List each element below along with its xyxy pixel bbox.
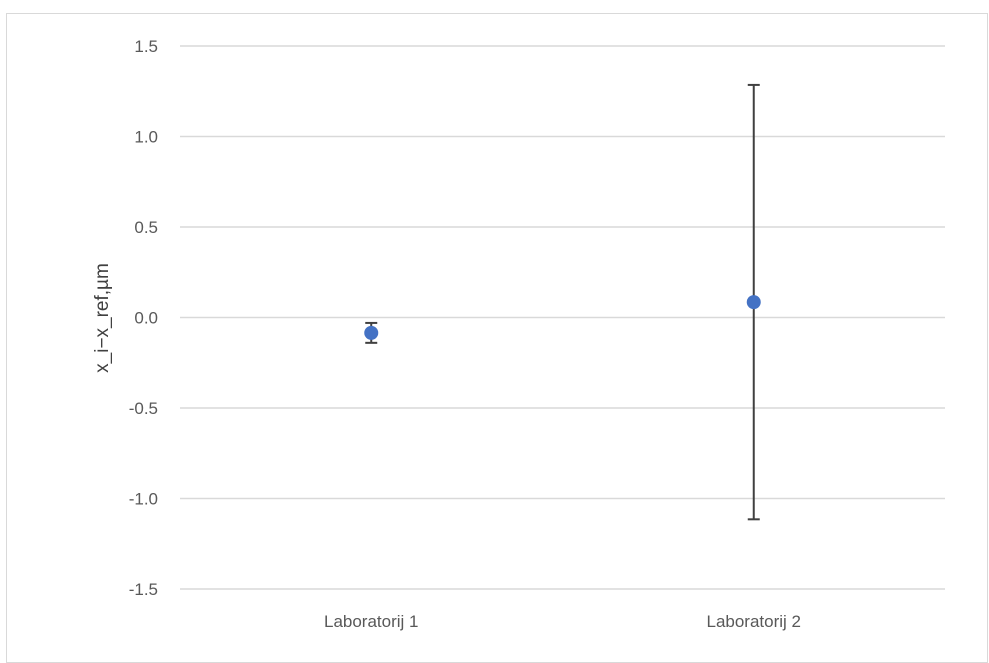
gridlines bbox=[180, 45, 945, 590]
y-tick-label: 1.0 bbox=[134, 128, 158, 147]
y-tick-label: -0.5 bbox=[129, 399, 158, 418]
y-axis-title: x_i−x_ref,µm bbox=[92, 263, 113, 373]
data-points bbox=[364, 295, 761, 340]
y-tick-label: 0.5 bbox=[134, 218, 158, 237]
chart-frame bbox=[6, 13, 988, 663]
y-tick-label: 1.5 bbox=[134, 37, 158, 56]
error-bars bbox=[365, 83, 760, 521]
x-tick-label: Laboratorij 2 bbox=[706, 612, 801, 631]
x-tick-labels: Laboratorij 1 Laboratorij 2 bbox=[324, 612, 801, 631]
y-tick-labels: 1.5 1.0 0.5 0.0 -0.5 -1.0 -1.5 bbox=[129, 37, 158, 599]
y-tick-label: -1.5 bbox=[129, 580, 158, 599]
data-point bbox=[364, 325, 379, 340]
data-point bbox=[746, 295, 761, 310]
y-tick-label: -1.0 bbox=[129, 490, 158, 509]
y-tick-label: 0.0 bbox=[134, 309, 158, 328]
x-tick-label: Laboratorij 1 bbox=[324, 612, 419, 631]
